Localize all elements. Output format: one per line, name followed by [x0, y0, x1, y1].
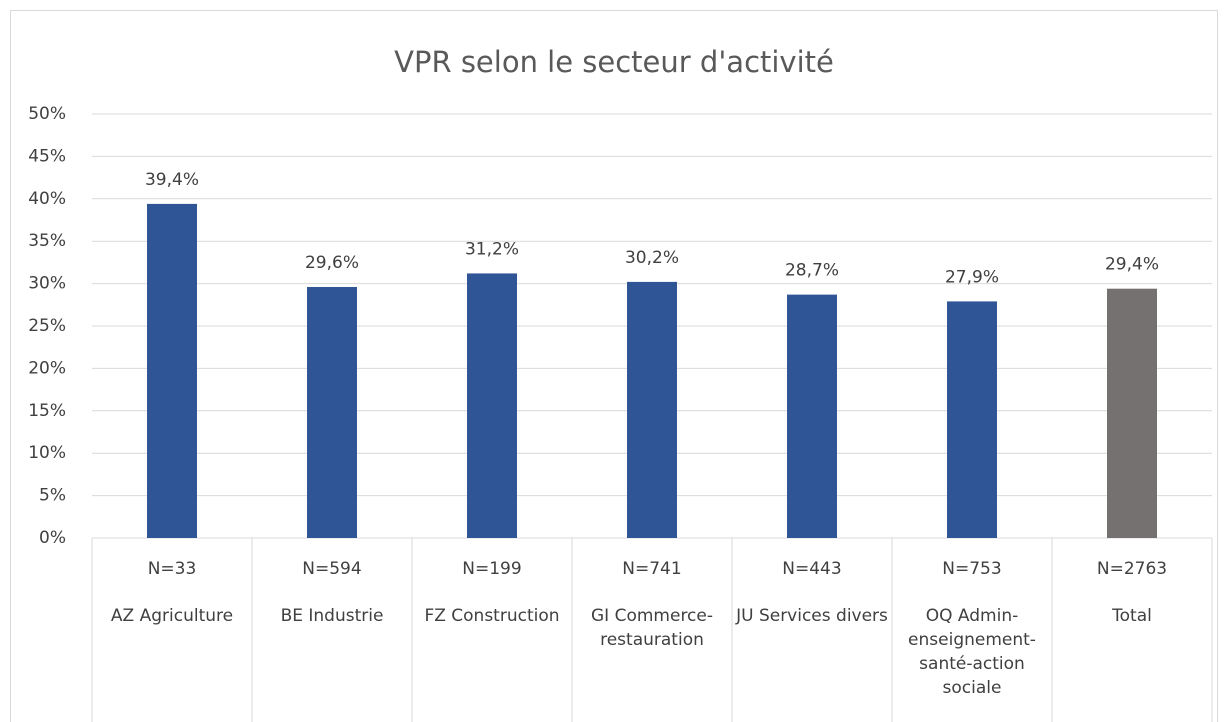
y-tick-label: 0%	[39, 528, 66, 548]
data-label: 28,7%	[785, 261, 839, 281]
category-count: N=753	[942, 559, 1001, 579]
data-label: 39,4%	[145, 170, 199, 190]
y-tick-label: 15%	[28, 401, 66, 421]
y-tick-label: 45%	[28, 146, 66, 166]
bar	[1107, 288, 1157, 538]
data-label: 30,2%	[625, 248, 679, 268]
bar	[307, 286, 357, 538]
x-tick-label: JU Services divers	[736, 606, 888, 626]
chart-title: VPR selon le secteur d'activité	[394, 45, 834, 79]
chart-border	[10, 10, 1218, 722]
bar	[147, 203, 197, 538]
data-label: 29,6%	[305, 253, 359, 273]
bar	[787, 294, 837, 538]
y-tick-label: 10%	[28, 443, 66, 463]
x-tick-label: FZ Construction	[424, 606, 560, 626]
category-count: N=2763	[1097, 559, 1167, 579]
y-tick-label: 30%	[28, 274, 66, 294]
category-count: N=741	[622, 559, 681, 579]
y-tick-label: 35%	[28, 231, 66, 251]
y-tick-label: 5%	[39, 486, 66, 506]
x-tick-label: AZ Agriculture	[110, 606, 234, 626]
data-label: 27,9%	[945, 267, 999, 287]
bar	[627, 281, 677, 538]
x-tick-label: OQ Admin-enseignement-santé-action socia…	[908, 606, 1036, 698]
category-count: N=594	[302, 559, 361, 579]
y-tick-label: 20%	[28, 358, 66, 378]
x-tick-label: BE Industrie	[280, 606, 384, 626]
category-count: N=33	[148, 559, 197, 579]
y-tick-label: 25%	[28, 316, 66, 336]
y-tick-label: 50%	[28, 104, 66, 124]
y-tick-label: 40%	[28, 189, 66, 209]
data-label: 31,2%	[465, 239, 519, 259]
bar	[467, 273, 517, 538]
bar	[947, 301, 997, 538]
x-tick-label: GI Commerce-restauration	[591, 606, 713, 650]
category-count: N=443	[782, 559, 841, 579]
data-label: 29,4%	[1105, 255, 1159, 275]
category-count: N=199	[462, 559, 521, 579]
x-tick-label: Total	[1112, 606, 1152, 626]
